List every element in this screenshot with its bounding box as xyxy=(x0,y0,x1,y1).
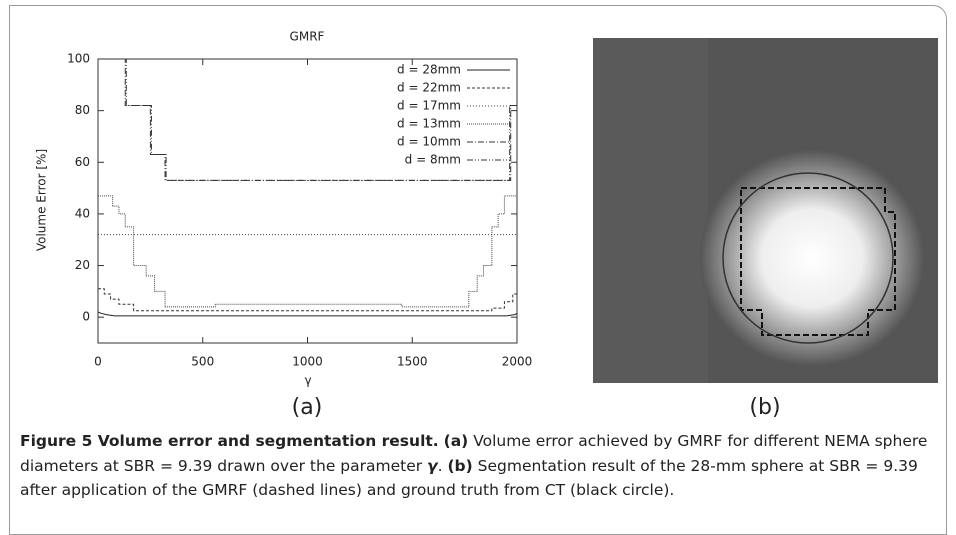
image-shade xyxy=(593,38,708,383)
chart-title: GMRF xyxy=(290,30,325,44)
legend-label: d = 22mm xyxy=(397,81,461,95)
caption-text: Segmentation result of the 28-mm sphere … xyxy=(20,456,918,500)
caption: Figure 5 Volume error and segmentation r… xyxy=(20,429,935,503)
x-tick-label: 1000 xyxy=(292,355,323,369)
caption-label: (a) xyxy=(443,432,469,450)
y-tick-label: 40 xyxy=(75,206,90,220)
y-tick-label: 60 xyxy=(75,155,90,169)
legend-label: d = 17mm xyxy=(397,99,461,113)
series-line xyxy=(123,59,517,181)
panel-label: (b) xyxy=(749,395,780,420)
series-line xyxy=(124,59,517,181)
ground-truth-circle xyxy=(722,172,894,344)
caption-symbol: γ xyxy=(427,456,438,475)
x-tick-label: 2000 xyxy=(502,355,533,369)
segmentation-outline xyxy=(740,187,896,336)
series-line xyxy=(98,288,517,312)
legend-label: d = 8mm xyxy=(405,153,461,167)
series-line xyxy=(98,195,517,308)
series-line xyxy=(98,311,517,317)
caption-label: (b) xyxy=(447,456,473,475)
page: GMRF Volume Error [%] γ (a) (b) 0 20 40 60 8… xyxy=(9,5,947,535)
panel-label: (a) xyxy=(292,395,323,420)
legend-label: d = 10mm xyxy=(397,135,461,149)
y-axis-label: Volume Error [%] xyxy=(35,149,49,251)
y-tick-label: 80 xyxy=(75,103,90,117)
legend-label: d = 13mm xyxy=(397,117,461,131)
caption-text: Volume error achieved by GMRF for differ… xyxy=(20,432,928,475)
figure: GMRF Volume Error [%] γ (a) (b) 0 20 40 60 8… xyxy=(35,30,938,420)
legend-label: d = 28mm xyxy=(397,63,461,77)
segmentation-image xyxy=(593,38,938,383)
caption-text: . xyxy=(437,456,448,475)
x-tick-label: 0 xyxy=(94,355,102,369)
x-tick-label: 500 xyxy=(191,355,214,369)
y-tick-label: 0 xyxy=(82,310,90,324)
y-tick-label: 100 xyxy=(67,52,90,66)
caption-title: Figure 5 Volume error and segmentation r… xyxy=(20,432,439,450)
x-tick-label: 1500 xyxy=(397,355,428,369)
x-axis-label: γ xyxy=(304,374,311,388)
hot-spot xyxy=(700,150,924,366)
y-tick-label: 20 xyxy=(75,258,90,272)
